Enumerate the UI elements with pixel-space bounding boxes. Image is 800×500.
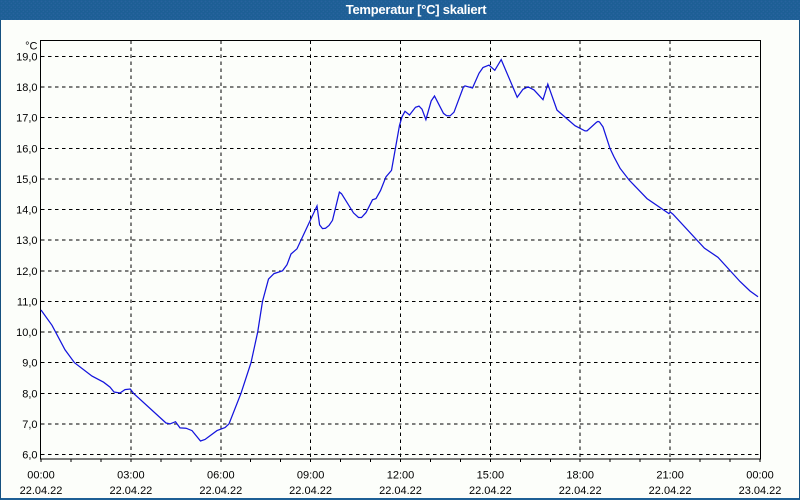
svg-text:00:00: 00:00	[27, 470, 55, 482]
svg-text:21:00: 21:00	[656, 470, 684, 482]
svg-text:15,0: 15,0	[16, 174, 37, 186]
svg-text:14,0: 14,0	[16, 205, 37, 217]
svg-text:8,0: 8,0	[22, 388, 37, 400]
svg-text:13,0: 13,0	[16, 235, 37, 247]
svg-text:9,0: 9,0	[22, 358, 37, 370]
svg-text:22.04.22: 22.04.22	[20, 485, 63, 497]
svg-text:22.04.22: 22.04.22	[559, 485, 602, 497]
svg-text:10,0: 10,0	[16, 327, 37, 339]
svg-text:12,0: 12,0	[16, 266, 37, 278]
svg-text:16,0: 16,0	[16, 143, 37, 155]
svg-text:6,0: 6,0	[22, 450, 37, 462]
svg-text:22.04.22: 22.04.22	[649, 485, 692, 497]
svg-text:15:00: 15:00	[477, 470, 505, 482]
svg-text:09:00: 09:00	[297, 470, 325, 482]
svg-text:23.04.22: 23.04.22	[739, 485, 782, 497]
svg-text:03:00: 03:00	[117, 470, 145, 482]
svg-text:11,0: 11,0	[17, 296, 38, 308]
svg-text:22.04.22: 22.04.22	[199, 485, 242, 497]
svg-text:7,0: 7,0	[22, 419, 37, 431]
svg-text:18:00: 18:00	[566, 470, 594, 482]
svg-text:18,0: 18,0	[16, 82, 37, 94]
svg-text:06:00: 06:00	[207, 470, 235, 482]
svg-text:17,0: 17,0	[16, 113, 37, 125]
svg-text:12:00: 12:00	[387, 470, 415, 482]
svg-text:°C: °C	[25, 40, 37, 52]
svg-text:22.04.22: 22.04.22	[109, 485, 152, 497]
svg-text:22.04.22: 22.04.22	[289, 485, 332, 497]
svg-text:22.04.22: 22.04.22	[379, 485, 422, 497]
svg-text:19,0: 19,0	[16, 52, 37, 64]
svg-text:00:00: 00:00	[746, 470, 774, 482]
svg-text:22.04.22: 22.04.22	[469, 485, 512, 497]
